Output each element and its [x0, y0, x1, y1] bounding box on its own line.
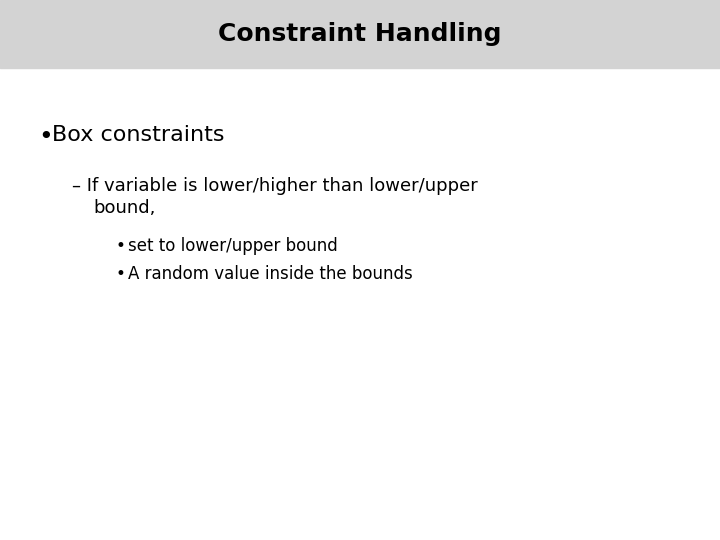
Text: A random value inside the bounds: A random value inside the bounds: [128, 265, 413, 283]
Text: •: •: [115, 237, 125, 255]
Text: •: •: [38, 125, 53, 149]
Text: set to lower/upper bound: set to lower/upper bound: [128, 237, 338, 255]
Text: bound,: bound,: [93, 199, 156, 217]
Text: •: •: [115, 265, 125, 283]
Text: Box constraints: Box constraints: [52, 125, 225, 145]
Bar: [0, 0, 720, 68]
Text: – If variable is lower/higher than lower/upper: – If variable is lower/higher than lower…: [72, 177, 478, 195]
Text: Constraint Handling: Constraint Handling: [218, 22, 502, 46]
